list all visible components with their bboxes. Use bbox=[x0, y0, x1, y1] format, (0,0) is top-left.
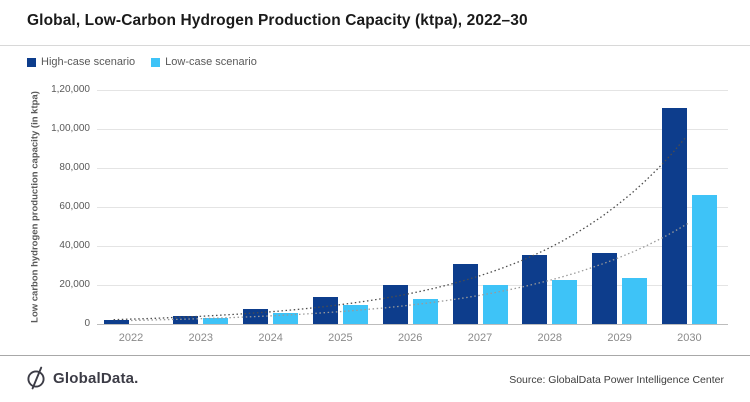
footer-divider bbox=[0, 355, 750, 356]
x-tick-label: 2026 bbox=[397, 332, 423, 344]
gridline bbox=[97, 89, 728, 91]
bar-low-2028 bbox=[552, 280, 578, 324]
bar-high-2023 bbox=[173, 316, 199, 324]
gridline bbox=[97, 245, 728, 247]
x-tick-label: 2022 bbox=[118, 332, 144, 344]
legend-label-high-case: High-case scenario bbox=[41, 56, 136, 68]
x-tick-label: 2028 bbox=[537, 332, 563, 344]
gridline bbox=[97, 167, 728, 169]
y-tick-label: 1,00,000 bbox=[51, 123, 90, 134]
bar-high-2028 bbox=[522, 254, 548, 324]
x-tick-label: 2023 bbox=[188, 332, 214, 344]
x-tick-label: 2027 bbox=[467, 332, 493, 344]
x-tick-label: 2025 bbox=[328, 332, 353, 344]
gridline bbox=[97, 206, 728, 208]
legend-item-high-case: High-case scenario bbox=[27, 56, 135, 68]
legend-label-low-case: Low-case scenario bbox=[165, 56, 257, 68]
low-case-swatch bbox=[151, 57, 161, 67]
high-case-swatch bbox=[27, 57, 36, 67]
brand-logo: GlobalData. bbox=[26, 366, 139, 390]
gridline bbox=[97, 128, 728, 130]
x-tick-label: 2024 bbox=[258, 332, 283, 344]
x-axis-line bbox=[97, 323, 728, 325]
y-tick-label: 0 bbox=[84, 318, 90, 329]
bar-high-2027 bbox=[452, 263, 478, 324]
brand-name: GlobalData. bbox=[53, 369, 139, 387]
gridline bbox=[97, 284, 728, 286]
legend-item-low-case: Low-case scenario bbox=[151, 56, 257, 68]
y-tick-label: 20,000 bbox=[59, 279, 90, 290]
y-tick-label: 40,000 bbox=[59, 240, 90, 251]
source-credit: Source: GlobalData Power Intelligence Ce… bbox=[509, 374, 724, 386]
bar-low-2023 bbox=[203, 318, 229, 324]
bar-low-2026 bbox=[412, 298, 438, 324]
bar-high-2025 bbox=[312, 296, 338, 324]
title-divider bbox=[0, 45, 750, 46]
bar-high-2029 bbox=[592, 252, 618, 324]
y-tick-label: 80,000 bbox=[59, 162, 90, 173]
bar-low-2024 bbox=[273, 313, 299, 324]
bar-high-2022 bbox=[103, 320, 129, 324]
bar-low-2029 bbox=[622, 278, 648, 324]
bar-high-2030 bbox=[661, 107, 687, 324]
x-tick-label: 2030 bbox=[677, 332, 702, 344]
trendline-high bbox=[113, 136, 687, 321]
chart-title: Global, Low-Carbon Hydrogen Production C… bbox=[27, 12, 528, 29]
y-tick-label: 1,20,000 bbox=[51, 84, 90, 95]
y-tick-label: 60,000 bbox=[59, 201, 90, 212]
plot-area: 1,20,000 1,00,000 80,000 60,000 40,000 20,000… bbox=[51, 84, 728, 344]
legend: High-case scenario Low-case scenario bbox=[27, 56, 257, 68]
bar-low-2030 bbox=[691, 195, 717, 324]
trendline-low bbox=[130, 222, 690, 322]
bar-high-2026 bbox=[382, 285, 408, 324]
globaldata-logo-icon bbox=[27, 366, 45, 390]
x-tick-label: 2029 bbox=[607, 332, 632, 344]
trendlines-svg bbox=[113, 136, 690, 322]
